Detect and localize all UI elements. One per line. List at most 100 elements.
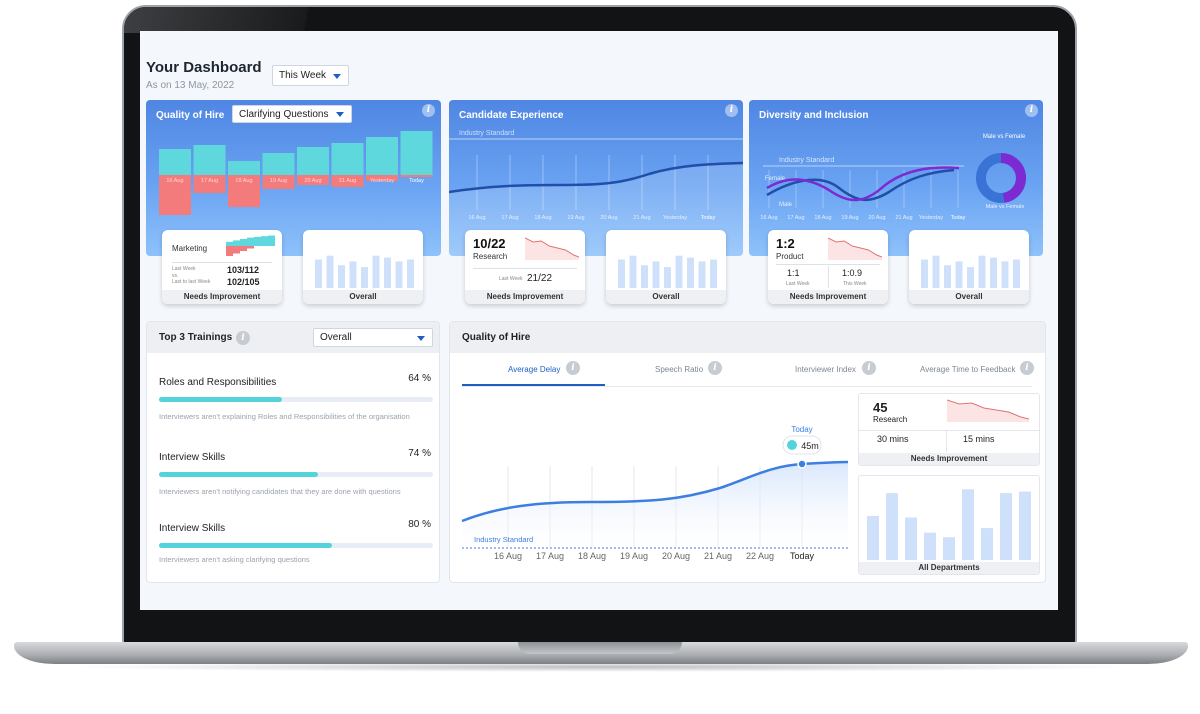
last-week-value: 21/22 xyxy=(527,273,553,284)
x-tick-label: 19 Aug xyxy=(841,215,858,221)
product-mini-card[interactable]: 1:2 Product 1:1 1:0.9 Last Week This Wee… xyxy=(768,230,888,304)
overall-mini-card[interactable]: Overall xyxy=(303,230,423,304)
card-title: Candidate Experience xyxy=(459,110,564,121)
sparkline-area xyxy=(525,238,579,260)
training-name: Interview Skills xyxy=(159,452,226,463)
departments-side-card[interactable]: All Departments xyxy=(858,475,1040,575)
female-series-line xyxy=(766,166,960,202)
overall-bar xyxy=(349,261,357,288)
info-icon[interactable]: i xyxy=(725,104,738,117)
training-progress xyxy=(159,472,433,477)
male-series-line xyxy=(766,168,955,201)
info-icon[interactable]: i xyxy=(1020,361,1034,375)
this-week-ratio: 1:0.9 xyxy=(842,268,863,278)
overall-bar xyxy=(407,259,414,288)
tab-interviewer-index[interactable]: Interviewer Index xyxy=(795,365,856,374)
series-line xyxy=(449,161,743,194)
tooltip-value: 45m xyxy=(801,441,819,451)
info-icon[interactable]: i xyxy=(1025,104,1038,117)
training-progress-fill xyxy=(159,397,283,402)
positive-bar xyxy=(228,161,260,175)
x-tick-label: 20 Aug xyxy=(304,178,321,184)
positive-bar xyxy=(297,147,329,175)
overall-bar xyxy=(384,257,391,288)
industry-standard-label: Industry Standard xyxy=(474,535,533,544)
this-week-label: This Week xyxy=(843,281,867,287)
tooltip-dot xyxy=(787,440,797,450)
overall-bar xyxy=(326,255,334,288)
department-bar xyxy=(1019,491,1031,560)
sparkline-line xyxy=(947,399,1029,420)
trainings-filter-select[interactable]: Overall xyxy=(313,328,433,347)
period-select[interactable]: This Week xyxy=(272,65,349,86)
training-description: Interviewers aren't explaining Roles and… xyxy=(159,412,410,421)
tab-average-delay[interactable]: Average Delay xyxy=(508,365,561,374)
tab-average-time-to-feedback[interactable]: Average Time to Feedback xyxy=(920,365,1016,374)
overall-bar xyxy=(687,257,694,288)
department-bar xyxy=(886,493,898,560)
department-bar xyxy=(1000,493,1012,560)
positive-bar xyxy=(159,149,191,175)
department-label: Marketing xyxy=(172,244,208,253)
info-icon[interactable]: i xyxy=(862,361,876,375)
sparkline-line xyxy=(828,237,882,258)
sparkline-line xyxy=(525,237,579,258)
positive-bar xyxy=(331,143,364,175)
marketing-mini-card[interactable]: Marketing Last Week vs. Last to last Wee… xyxy=(162,230,282,304)
research-side-card[interactable]: 45 Research 30 mins 15 mins Needs Improv… xyxy=(858,393,1040,466)
x-tick-label: 17 Aug xyxy=(787,215,804,221)
overall-bar xyxy=(978,255,986,288)
average-delay-line-chart: 16 Aug 17 Aug 18 Aug 19 Aug 20 Aug 21 Aug 22 A… xyxy=(461,425,849,561)
marketing-negative-step xyxy=(226,246,233,256)
info-icon[interactable]: i xyxy=(708,361,722,375)
training-percent: 74 % xyxy=(408,448,431,459)
x-tick-label: 20 Aug xyxy=(600,215,617,221)
positive-bar xyxy=(193,145,226,175)
research-mini-card[interactable]: 10/22 Research Last Week 21/22 Needs Imp… xyxy=(465,230,585,304)
overall-bar xyxy=(629,255,637,288)
x-tick-label: 19 Aug xyxy=(620,551,648,561)
overall-bar xyxy=(921,259,928,288)
last-week-ratio: 1:1 xyxy=(787,268,800,278)
x-tick-label: 17 Aug xyxy=(536,551,564,561)
period-select-value: This Week xyxy=(279,70,327,81)
tab-speech-ratio[interactable]: Speech Ratio xyxy=(655,365,704,374)
overall-bar xyxy=(361,267,368,288)
last-week-label: Last Week xyxy=(786,281,810,287)
x-tick-label: 16 Aug xyxy=(468,215,485,221)
info-icon[interactable]: i xyxy=(422,104,435,117)
overall-mini-card[interactable]: Overall xyxy=(909,230,1029,304)
side-card-footer: Needs Improvement xyxy=(859,453,1039,465)
training-progress-fill xyxy=(159,543,332,548)
left-duration: 30 mins xyxy=(877,434,909,444)
x-tick-label: 18 Aug xyxy=(814,215,831,221)
training-description: Interviewers aren't notifying candidates… xyxy=(159,487,401,496)
overall-bar xyxy=(698,261,706,288)
overall-bar xyxy=(395,261,403,288)
dashboard-screen: Your Dashboard As on 13 May, 2022 This W… xyxy=(140,31,1058,610)
page-title: Your Dashboard xyxy=(146,59,262,76)
diversity-line-chart: Industry Standard Female Male 16 Aug 17 Aug 1… xyxy=(760,134,1026,221)
trend-sparkline xyxy=(525,237,579,260)
positive-bar xyxy=(366,137,398,175)
overall-mini-card[interactable]: Overall xyxy=(606,230,726,304)
industry-standard-label: Industry Standard xyxy=(779,157,834,164)
screen-glare xyxy=(124,7,424,33)
marketing-negative-step xyxy=(240,246,247,251)
x-tick-label: 20 Aug xyxy=(868,215,885,221)
last-week-value: 103/112 xyxy=(227,265,260,275)
overall-bar xyxy=(932,255,940,288)
info-icon[interactable]: i xyxy=(236,331,250,345)
info-icon[interactable]: i xyxy=(566,361,580,375)
overall-bar xyxy=(967,267,974,288)
positive-bar xyxy=(262,153,295,175)
marketing-positive-step xyxy=(226,241,233,246)
sparkline-area xyxy=(828,238,882,260)
overall-bar xyxy=(944,265,951,288)
overall-bar xyxy=(675,255,683,288)
training-progress xyxy=(159,397,433,402)
product-ratio: 1:2 xyxy=(776,236,795,251)
quality-metric-select[interactable]: Clarifying Questions xyxy=(232,105,352,123)
last-to-last-label: Last to last Week xyxy=(172,279,211,285)
overall-bar xyxy=(664,267,671,288)
